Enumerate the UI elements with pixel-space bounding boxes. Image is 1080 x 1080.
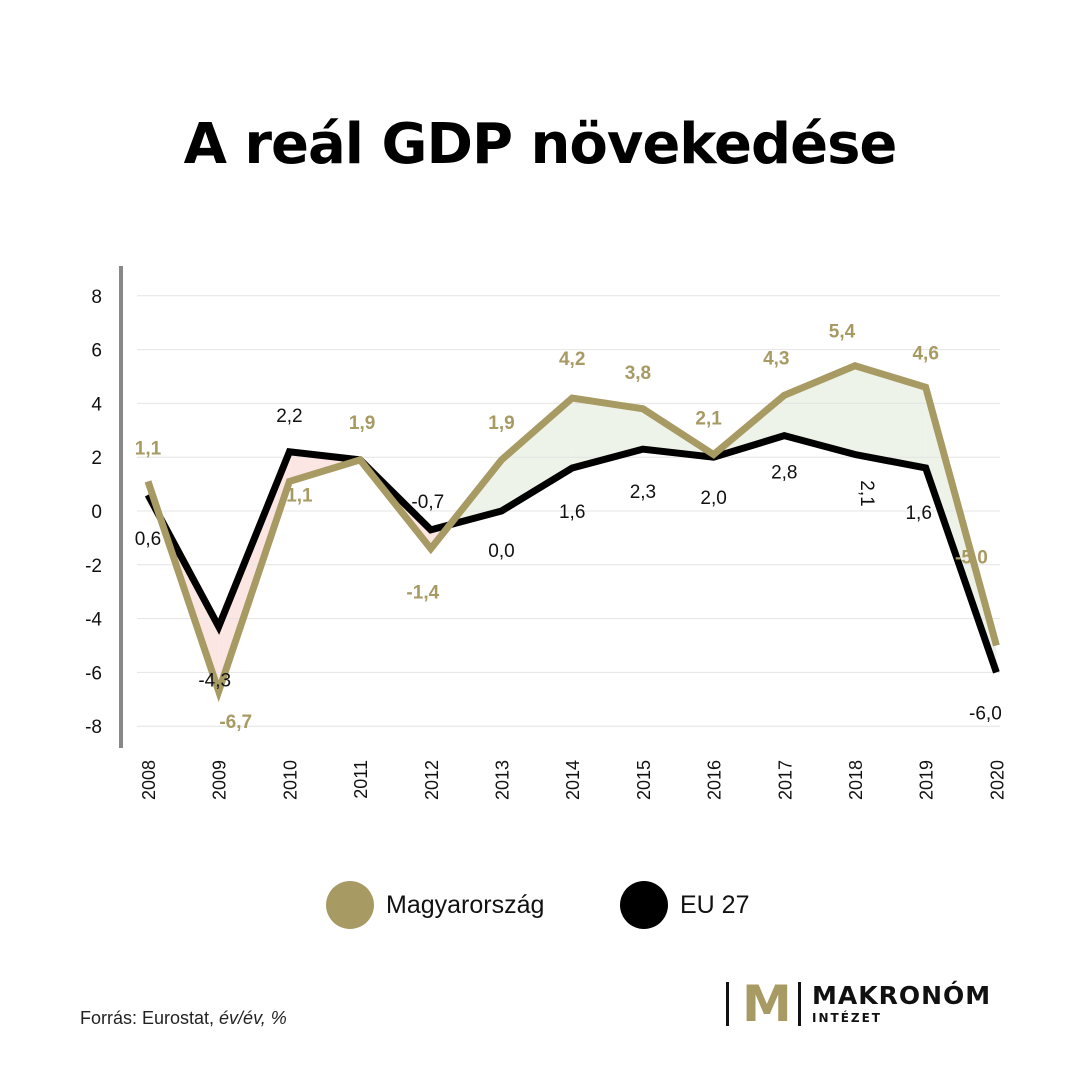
x-tick-label: 2016 xyxy=(705,760,725,800)
data-label-hungary-2018: 5,4 xyxy=(829,322,856,343)
makronom-logo: M MAKRONÓM INTÉZET xyxy=(726,976,1016,1032)
x-tick-label: 2014 xyxy=(563,760,583,800)
x-tick-label: 2013 xyxy=(493,760,513,800)
y-tick-label: 2 xyxy=(91,448,102,469)
data-label-eu27-2018: 2,1 xyxy=(856,480,877,506)
x-tick-label: 2009 xyxy=(210,760,230,800)
data-label-eu27-2016: 2,0 xyxy=(700,488,726,509)
data-label-hungary-2013: 1,9 xyxy=(488,413,514,434)
data-label-eu27-2015: 2,3 xyxy=(630,482,656,503)
legend-label-eu27: EU 27 xyxy=(680,890,750,919)
data-label-hungary-2011: 1,9 xyxy=(349,413,375,434)
x-tick-labels: 2008 2009 2010 2011 2012 2013 2014 2015 2016 2017… xyxy=(139,760,1007,800)
source-unit: év/év, % xyxy=(219,1008,287,1028)
x-tick-label: 2020 xyxy=(987,760,1007,800)
x-tick-label: 2017 xyxy=(775,760,795,800)
y-tick-label: 4 xyxy=(91,394,102,415)
legend-item-hungary: Magyarország xyxy=(326,877,544,933)
y-tick-label: -8 xyxy=(85,717,102,738)
x-tick-label: 2010 xyxy=(280,760,300,800)
data-label-hungary-2009: -6,7 xyxy=(219,712,252,733)
data-label-eu27-2010: 2,2 xyxy=(276,406,302,427)
series-lines xyxy=(144,362,1000,703)
data-label-eu27-2017: 2,8 xyxy=(771,463,797,484)
y-tick-labels: 8 6 4 2 0 -2 -4 -6 -8 xyxy=(85,287,102,738)
data-label-hungary-2017: 4,3 xyxy=(763,348,789,369)
data-label-hungary-2020: -5,0 xyxy=(955,548,988,569)
data-label-eu27-2012: -0,7 xyxy=(411,492,444,513)
data-label-hungary-2010: 1,1 xyxy=(286,485,313,506)
logo-divider-left xyxy=(726,982,729,1026)
legend-swatch-hungary xyxy=(326,881,374,929)
y-tick-label: 8 xyxy=(91,287,102,308)
logo-divider-right xyxy=(798,982,801,1026)
y-tick-label: -6 xyxy=(85,663,102,684)
legend-swatch-eu27 xyxy=(620,881,668,929)
source-note: Forrás: Eurostat, év/év, % xyxy=(80,1008,287,1029)
data-label-hungary-2012: -1,4 xyxy=(406,583,439,604)
data-label-hungary-2008: 1,1 xyxy=(135,438,162,459)
data-label-hungary-2015: 3,8 xyxy=(625,363,651,384)
x-tick-label: 2012 xyxy=(422,760,442,800)
data-label-hungary-2019: 4,6 xyxy=(912,343,938,364)
legend: Magyarország EU 27 xyxy=(0,877,1080,933)
fill-segment-2013-0 xyxy=(501,398,573,511)
x-tick-label: 2008 xyxy=(139,760,159,800)
data-label-eu27-2019: 1,6 xyxy=(905,503,931,524)
data-label-hungary-2016: 2,1 xyxy=(695,409,722,430)
data-label-eu27-2014: 1,6 xyxy=(559,502,585,523)
data-label-hungary-2014: 4,2 xyxy=(559,349,585,370)
logo-name: MAKRONÓM xyxy=(812,981,992,1010)
logo-subtitle: INTÉZET xyxy=(812,1011,882,1025)
series-line-hungary xyxy=(144,362,1000,703)
series-line-eu27 xyxy=(144,432,1000,674)
logo-mark: M xyxy=(742,975,792,1033)
y-tick-label: -2 xyxy=(85,556,102,577)
legend-item-eu27: EU 27 xyxy=(620,877,749,933)
data-label-eu27-2020: -6,0 xyxy=(969,703,1002,724)
fill-segment-2018-0 xyxy=(855,365,926,468)
x-tick-label: 2019 xyxy=(917,760,937,800)
data-labels: 0,6 -4,3 2,2 -0,7 0,0 1,6 2,3 2,0 2,8 2,1 1,6 -6,0 1… xyxy=(135,322,1002,733)
y-tick-label: 6 xyxy=(91,341,102,362)
source-prefix: Forrás: Eurostat, xyxy=(80,1008,220,1028)
data-label-eu27-2009: -4,3 xyxy=(198,671,231,692)
x-tick-label: 2015 xyxy=(634,760,654,800)
data-label-eu27-2008: 0,6 xyxy=(135,529,161,550)
x-tick-label: 2018 xyxy=(846,760,866,800)
y-tick-label: 0 xyxy=(91,502,102,523)
data-label-eu27-2013: 0,0 xyxy=(488,541,514,562)
legend-label-hungary: Magyarország xyxy=(386,890,545,919)
chart-title: A reál GDP növekedése xyxy=(183,112,898,177)
y-tick-label: -4 xyxy=(85,610,102,631)
x-tick-label: 2011 xyxy=(351,760,371,799)
